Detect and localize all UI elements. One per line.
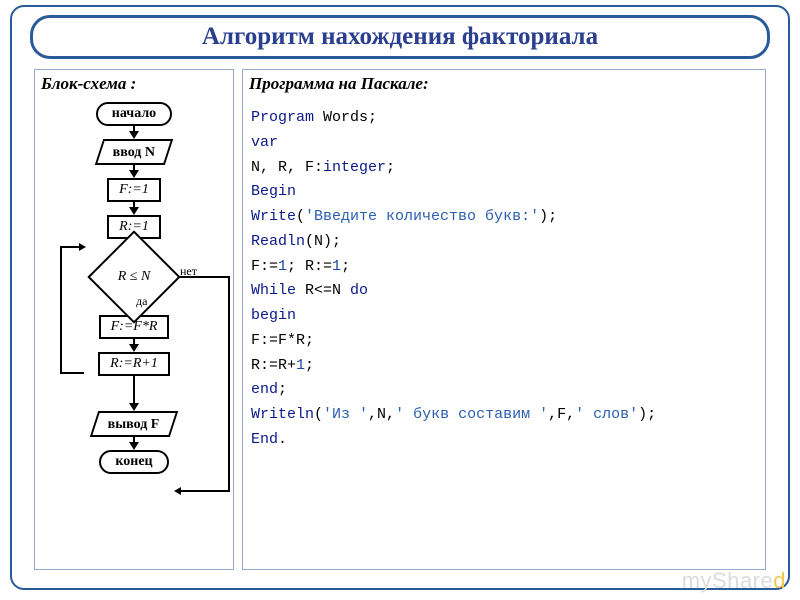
node-input: ввод N	[95, 139, 174, 165]
node-decision: R ≤ N да нет	[84, 252, 184, 302]
node-output: вывод F	[90, 411, 178, 437]
node-end: конец	[99, 450, 168, 474]
node-start: начало	[96, 102, 172, 126]
flowchart-header: Блок-схема :	[41, 74, 227, 94]
page-title: Алгоритм нахождения факториала	[202, 23, 598, 51]
label-yes: да	[136, 294, 147, 309]
title-banner: Алгоритм нахождения факториала	[30, 15, 770, 59]
loop-back-edge	[60, 246, 84, 374]
slide-frame: Алгоритм нахождения факториала Блок-схем…	[10, 5, 790, 590]
loop-region: R ≤ N да нет F:=F*R R:=R+1	[84, 252, 184, 404]
code-panel: Программа на Паскале: Program Words; var…	[242, 69, 766, 570]
pascal-code: Program Words; var N, R, F:integer; Begi…	[249, 100, 759, 459]
flowchart: начало ввод N F:=1 R:=1 R ≤ N да нет	[41, 100, 227, 474]
code-header: Программа на Паскале:	[249, 74, 759, 94]
loop-exit-edge	[176, 276, 230, 492]
node-r-inc: R:=R+1	[98, 352, 170, 376]
content-row: Блок-схема : начало ввод N F:=1 R:=1 R ≤…	[34, 69, 766, 570]
flowchart-panel: Блок-схема : начало ввод N F:=1 R:=1 R ≤…	[34, 69, 234, 570]
node-f-init: F:=1	[107, 178, 161, 202]
label-no: нет	[180, 264, 197, 279]
watermark: myShared	[682, 568, 786, 594]
